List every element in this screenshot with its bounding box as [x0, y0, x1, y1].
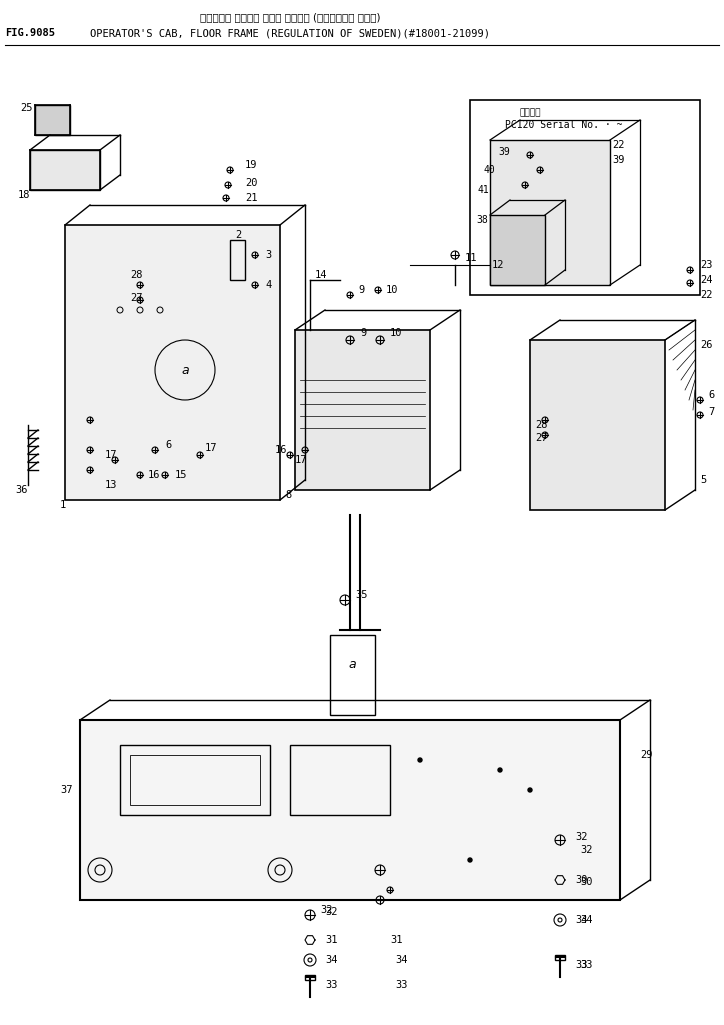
Text: オペレータ キャブ， フロア フレーム (スウェーデン キセイ): オペレータ キャブ， フロア フレーム (スウェーデン キセイ)	[200, 12, 381, 22]
Text: 33: 33	[575, 960, 587, 970]
Text: 23: 23	[700, 260, 712, 270]
Text: 11: 11	[465, 253, 478, 263]
Text: 22: 22	[700, 290, 712, 300]
Text: 9: 9	[360, 328, 366, 338]
Text: 17: 17	[295, 455, 308, 465]
Text: 38: 38	[476, 215, 488, 226]
Text: 18: 18	[18, 190, 30, 200]
Text: 10: 10	[390, 328, 403, 338]
Circle shape	[418, 758, 422, 762]
Text: 34: 34	[575, 915, 587, 925]
Text: 12: 12	[492, 260, 505, 270]
Text: 31: 31	[390, 935, 403, 945]
Polygon shape	[30, 150, 100, 190]
Text: 33: 33	[580, 960, 592, 970]
Text: 16: 16	[148, 470, 161, 480]
Polygon shape	[295, 330, 430, 490]
Circle shape	[468, 858, 472, 862]
Text: 19: 19	[245, 160, 258, 170]
Text: 33: 33	[325, 980, 337, 990]
Text: 4: 4	[265, 280, 272, 290]
Text: 適用号機: 適用号機	[520, 108, 542, 117]
Text: 40: 40	[484, 165, 496, 175]
Text: 30: 30	[580, 877, 592, 887]
Text: 28: 28	[130, 270, 143, 280]
Text: 34: 34	[395, 955, 408, 965]
Text: 16: 16	[275, 445, 287, 455]
Text: 30: 30	[575, 875, 587, 885]
Text: 29: 29	[640, 750, 652, 760]
Text: 5: 5	[700, 475, 706, 485]
Text: 25: 25	[20, 102, 33, 113]
Text: 3: 3	[265, 250, 272, 260]
Circle shape	[528, 788, 532, 792]
Text: 31: 31	[325, 935, 337, 945]
Text: 37: 37	[60, 785, 72, 795]
Bar	[330, 636, 375, 715]
Circle shape	[498, 768, 502, 772]
Polygon shape	[530, 340, 665, 510]
Text: 34: 34	[325, 955, 337, 965]
Text: 32: 32	[325, 907, 337, 917]
Text: 36: 36	[15, 485, 28, 495]
Text: 6: 6	[708, 390, 715, 400]
Bar	[555, 955, 565, 960]
Text: 6: 6	[165, 440, 172, 450]
Bar	[305, 975, 315, 980]
Text: 21: 21	[245, 193, 258, 203]
Text: 20: 20	[245, 178, 258, 188]
Text: a: a	[348, 658, 355, 671]
Text: 27: 27	[130, 293, 143, 303]
Text: 17: 17	[105, 450, 117, 460]
Bar	[230, 240, 245, 280]
Text: 1: 1	[60, 500, 67, 510]
Text: 9: 9	[358, 285, 364, 295]
Text: 17: 17	[205, 443, 217, 453]
Text: 39: 39	[612, 155, 625, 165]
Bar	[290, 745, 390, 815]
Text: 13: 13	[105, 480, 117, 490]
Text: 34: 34	[580, 915, 592, 925]
Text: 33: 33	[395, 980, 408, 990]
Polygon shape	[490, 140, 610, 285]
Text: 32: 32	[580, 845, 592, 855]
Text: 28: 28	[535, 420, 547, 430]
Text: 14: 14	[315, 270, 327, 280]
Text: 41: 41	[478, 184, 489, 195]
Polygon shape	[490, 215, 545, 285]
Text: 2: 2	[235, 230, 241, 240]
Text: PC120 Serial No. · ~: PC120 Serial No. · ~	[505, 120, 623, 130]
Text: 8: 8	[285, 490, 291, 500]
Text: 32: 32	[575, 832, 587, 842]
Text: 15: 15	[175, 470, 188, 480]
Polygon shape	[80, 720, 620, 900]
Text: 32: 32	[320, 905, 332, 915]
Bar	[470, 100, 700, 295]
Text: 10: 10	[386, 285, 398, 295]
Text: 7: 7	[708, 407, 715, 417]
Text: 24: 24	[700, 275, 712, 285]
Polygon shape	[35, 105, 70, 135]
Text: 39: 39	[498, 147, 510, 157]
Text: 35: 35	[355, 590, 368, 600]
Bar	[130, 755, 260, 805]
Text: a: a	[181, 364, 189, 376]
Text: OPERATOR'S CAB, FLOOR FRAME (REGULATION OF SWEDEN)(#18001-21099): OPERATOR'S CAB, FLOOR FRAME (REGULATION …	[90, 28, 490, 38]
Text: 22: 22	[612, 140, 625, 150]
Polygon shape	[65, 226, 280, 500]
Text: FIG.9085: FIG.9085	[5, 28, 55, 38]
Text: 26: 26	[700, 340, 712, 350]
Bar	[120, 745, 270, 815]
Text: 27: 27	[535, 433, 547, 443]
